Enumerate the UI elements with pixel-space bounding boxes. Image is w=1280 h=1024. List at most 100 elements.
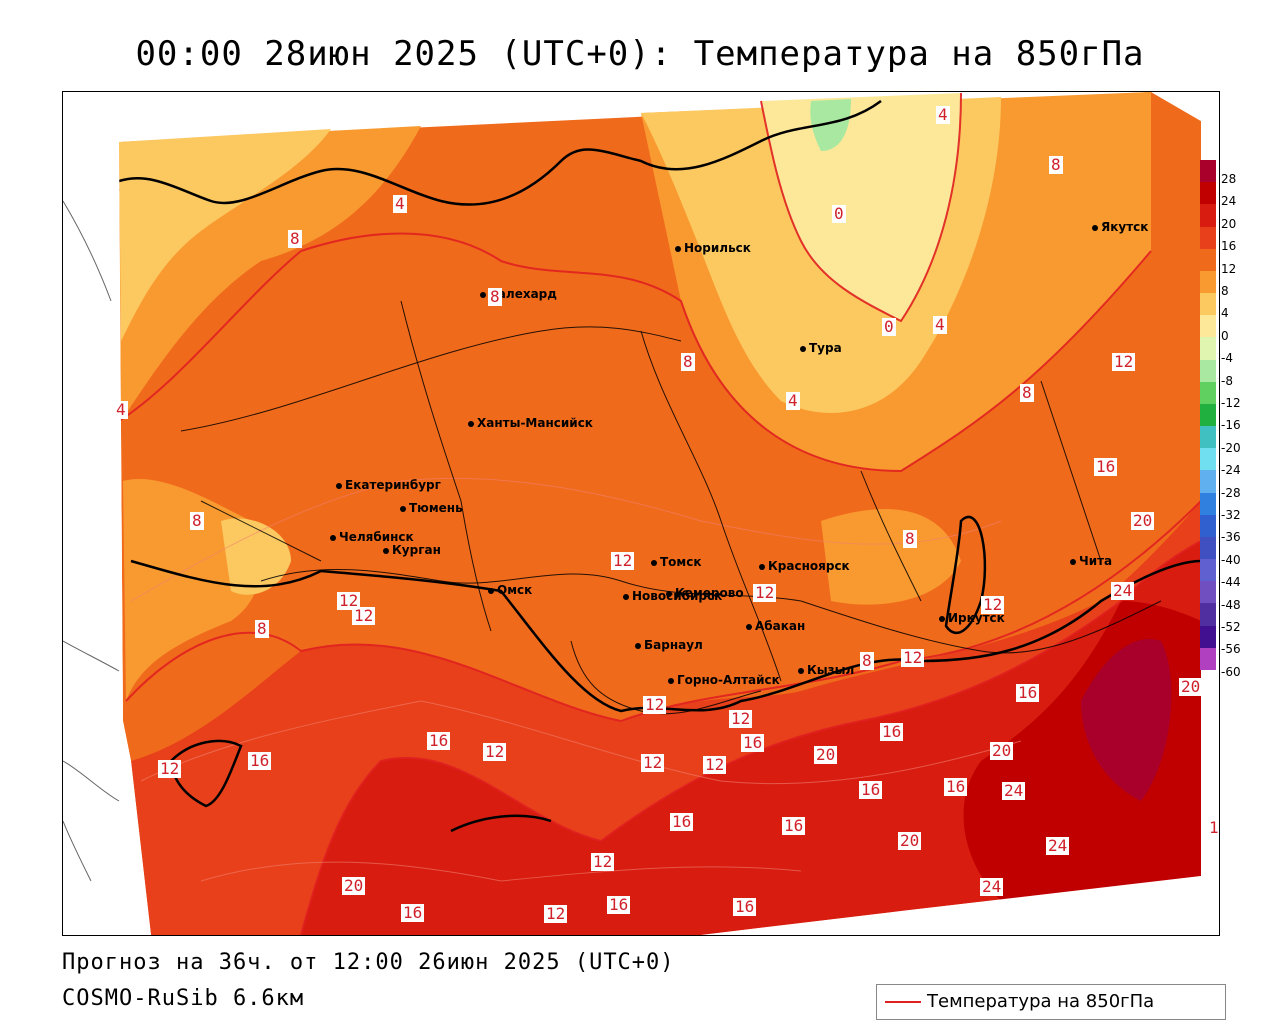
contour-value-label: 8 <box>190 511 204 530</box>
contour-value-label: 12 <box>729 709 753 728</box>
map-title: 00:00 28июн 2025 (UTC+0): Температура на… <box>135 34 1145 74</box>
colorbar-tick-label: 4 <box>1221 306 1229 321</box>
contour-value-label: 8 <box>255 619 269 638</box>
city-name: Тюмень <box>409 501 463 515</box>
colorbar-segment <box>1200 426 1216 449</box>
colorbar-segment <box>1200 448 1216 471</box>
colorbar-segment <box>1200 315 1216 338</box>
colorbar-segment <box>1200 536 1216 560</box>
city-name: Абакан <box>755 619 806 633</box>
colorbar-segment <box>1200 182 1216 205</box>
city-marker: Кызыл <box>798 663 854 677</box>
contour-value-label: 12 <box>703 755 727 774</box>
colorbar-segment <box>1200 160 1216 183</box>
city-dot-icon <box>939 615 945 622</box>
colorbar-segment <box>1200 581 1216 604</box>
contour-value-label: 4 <box>786 391 800 410</box>
city-dot-icon <box>746 623 752 630</box>
contour-value-label: 8 <box>488 287 502 306</box>
contour-value-label: 0 <box>832 204 846 223</box>
city-dot-icon <box>759 563 765 570</box>
contour-value-label: 24 <box>1111 581 1135 600</box>
city-name: Горно-Алтайск <box>677 673 780 687</box>
contour-value-label: 20 <box>342 876 366 895</box>
colorbar-segment <box>1200 226 1216 249</box>
city-name: Норильск <box>684 241 751 255</box>
contour-value-label: 20 <box>1179 677 1203 696</box>
city-marker: Чита <box>1070 554 1112 568</box>
colorbar-tick-label: -56 <box>1221 642 1241 657</box>
city-marker: Новосибирск <box>623 589 722 603</box>
city-name: Новосибирск <box>632 589 723 603</box>
contour-value-label: 8 <box>681 352 695 371</box>
city-marker: Екатеринбург <box>336 478 441 492</box>
colorbar-tick-label: -44 <box>1221 575 1241 590</box>
colorbar-tick-label: 24 <box>1221 194 1237 209</box>
contour-value-label: 12 <box>643 695 667 714</box>
colorbar-segment <box>1200 625 1216 648</box>
contour-value-label: 4 <box>114 400 128 419</box>
colorbar-segment <box>1200 293 1216 316</box>
city-marker: Горно-Алтайск <box>668 673 780 687</box>
contour-value-label: 4 <box>933 315 947 334</box>
city-name: Ханты-Мансийск <box>477 416 593 430</box>
city-dot-icon <box>651 559 657 566</box>
colorbar-segment <box>1200 403 1216 427</box>
contour-value-label: 16 <box>859 780 883 799</box>
colorbar-segment <box>1200 559 1216 582</box>
city-marker: Томск <box>651 555 702 569</box>
colorbar-tick-label: 28 <box>1221 172 1237 186</box>
city-dot-icon <box>798 667 804 674</box>
city-marker: Омск <box>488 583 532 597</box>
colorbar-tick-label: -8 <box>1221 373 1233 388</box>
colorbar-segment <box>1200 381 1216 404</box>
contour-value-label: 8 <box>1020 383 1034 402</box>
contour-value-label: 16 <box>880 722 904 741</box>
city-marker: Салехард <box>480 287 557 301</box>
colorbar-tick-label: -52 <box>1221 620 1241 634</box>
contour-value-label: 16 <box>782 816 806 835</box>
colorbar-segment <box>1200 337 1216 360</box>
colorbar-segment <box>1200 248 1216 271</box>
city-marker: Ханты-Мансийск <box>468 416 593 430</box>
colorbar-segment <box>1200 514 1216 537</box>
contour-value-label: 16 <box>733 897 757 916</box>
city-marker: Барнаул <box>635 638 703 652</box>
colorbar-tick-label: -20 <box>1221 440 1241 455</box>
contour-value-label: 24 <box>980 877 1004 896</box>
contour-value-label: 12 <box>352 606 376 625</box>
contour-value-label: 16 <box>1094 457 1118 476</box>
city-marker: Якутск <box>1092 220 1148 234</box>
colorbar-tick-label: -36 <box>1221 530 1241 545</box>
city-marker: Норильск <box>675 241 751 255</box>
colorbar-segment <box>1200 204 1216 227</box>
city-dot-icon <box>668 677 674 684</box>
contour-value-label: 16 <box>607 895 631 914</box>
contour-value-label: 12 <box>337 591 361 610</box>
colorbar-segment <box>1200 603 1216 626</box>
city-name: Кемерово <box>675 586 744 600</box>
contour-value-label: 12 <box>544 904 568 923</box>
legend-line-swatch <box>885 1001 921 1003</box>
colorbar-segment <box>1200 647 1216 670</box>
city-dot-icon <box>675 245 681 252</box>
city-dot-icon <box>1092 224 1098 231</box>
contour-value-label: 8 <box>1049 155 1063 174</box>
city-marker: Курган <box>383 543 441 557</box>
city-name: Салехард <box>489 287 557 301</box>
colorbar-tick-label: 8 <box>1221 284 1229 298</box>
city-marker: Челябинск <box>330 530 414 544</box>
map-area[interactable]: Норильск Якутск Салехард Тура Ханты-Мансийск… <box>62 91 1220 936</box>
city-name: Екатеринбург <box>345 478 441 492</box>
city-name: Томск <box>660 555 702 569</box>
contour-value-label: 16 <box>248 751 272 770</box>
city-marker: Абакан <box>746 619 805 633</box>
contour-value-label: 16 <box>670 812 694 831</box>
colorbar-tick-label: -32 <box>1221 508 1241 522</box>
city-dot-icon <box>480 291 486 298</box>
city-dot-icon <box>488 587 494 594</box>
contour-value-label: 20 <box>898 831 922 850</box>
contour-value-label: 20 <box>990 741 1014 760</box>
colorbar-tick-label: 12 <box>1221 261 1237 276</box>
contour-value-label: 12 <box>641 753 665 772</box>
